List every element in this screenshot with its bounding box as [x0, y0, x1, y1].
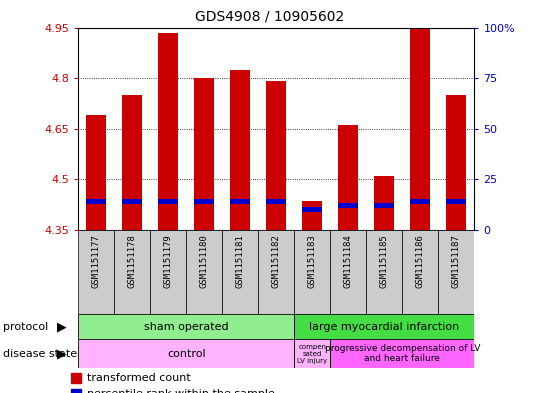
Bar: [78, 339, 294, 368]
Bar: [71, 373, 81, 383]
Text: ▶: ▶: [57, 320, 67, 333]
Bar: [186, 230, 222, 314]
Text: GSM1151187: GSM1151187: [452, 234, 461, 288]
Bar: [78, 314, 294, 339]
Bar: [122, 95, 142, 230]
Text: GSM1151183: GSM1151183: [308, 234, 317, 288]
Bar: [330, 230, 367, 314]
Bar: [150, 230, 186, 314]
Bar: [338, 204, 358, 208]
Bar: [402, 230, 438, 314]
Bar: [230, 199, 250, 204]
Bar: [266, 199, 286, 204]
Bar: [114, 230, 150, 314]
Text: ▶: ▶: [57, 347, 67, 360]
Text: progressive decompensation of LV
and heart failure: progressive decompensation of LV and hea…: [324, 344, 480, 363]
Text: large myocardial infarction: large myocardial infarction: [309, 321, 459, 332]
Bar: [222, 230, 258, 314]
Text: sham operated: sham operated: [144, 321, 229, 332]
Bar: [330, 339, 474, 368]
Bar: [375, 176, 394, 230]
Bar: [78, 230, 114, 314]
Bar: [158, 199, 178, 204]
Text: GSM1151182: GSM1151182: [272, 234, 281, 288]
Text: control: control: [167, 349, 205, 358]
Bar: [258, 230, 294, 314]
Bar: [338, 125, 358, 230]
Bar: [446, 199, 466, 204]
Bar: [446, 95, 466, 230]
Text: GSM1151186: GSM1151186: [416, 234, 425, 288]
Bar: [71, 389, 81, 393]
Text: GSM1151177: GSM1151177: [92, 234, 101, 288]
Text: percentile rank within the sample: percentile rank within the sample: [87, 389, 275, 393]
Text: GSM1151180: GSM1151180: [200, 234, 209, 288]
Text: disease state: disease state: [3, 349, 77, 358]
Text: protocol: protocol: [3, 321, 48, 332]
Bar: [158, 33, 178, 230]
Text: transformed count: transformed count: [87, 373, 191, 383]
Bar: [294, 314, 474, 339]
Text: GSM1151178: GSM1151178: [128, 234, 137, 288]
Bar: [438, 230, 474, 314]
Bar: [194, 78, 214, 230]
Bar: [294, 339, 330, 368]
Bar: [194, 199, 214, 204]
Text: GSM1151181: GSM1151181: [236, 234, 245, 288]
Bar: [86, 115, 106, 230]
Bar: [294, 230, 330, 314]
Bar: [266, 81, 286, 230]
Bar: [230, 70, 250, 230]
Text: GDS4908 / 10905602: GDS4908 / 10905602: [195, 10, 344, 24]
Text: GSM1151184: GSM1151184: [344, 234, 353, 288]
Bar: [367, 230, 402, 314]
Bar: [302, 208, 322, 212]
Bar: [375, 204, 394, 208]
Bar: [86, 199, 106, 204]
Bar: [410, 29, 430, 230]
Text: GSM1151179: GSM1151179: [164, 234, 172, 288]
Bar: [122, 199, 142, 204]
Bar: [410, 199, 430, 204]
Bar: [302, 201, 322, 230]
Text: GSM1151185: GSM1151185: [380, 234, 389, 288]
Text: compen
sated
LV injury: compen sated LV injury: [297, 343, 327, 364]
